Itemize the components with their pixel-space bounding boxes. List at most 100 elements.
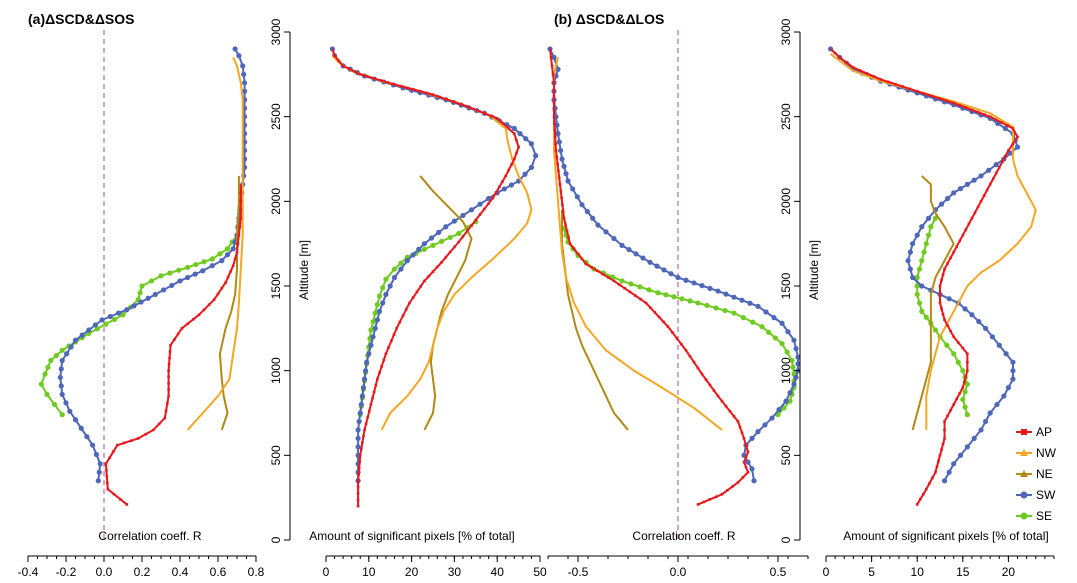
series-point-AP: [940, 279, 943, 282]
series-AP: [549, 48, 750, 506]
series-point-SW: [376, 308, 383, 314]
series-point-SW: [522, 171, 528, 177]
series-point-AP: [985, 188, 989, 192]
legend-entry-NE: NE: [1016, 467, 1053, 481]
x-axis-label: Correlation coeff. R: [98, 529, 201, 543]
series-point-AP: [568, 242, 572, 245]
series-point-AP: [378, 371, 381, 375]
x-tick-label: 0: [323, 565, 330, 579]
series-point-AP: [982, 113, 986, 116]
series-point-SW: [443, 224, 449, 230]
series-point-AP: [364, 422, 368, 425]
series-point-AP: [358, 454, 362, 457]
series-point-SW: [410, 252, 416, 258]
series-point-AP: [740, 431, 744, 435]
series-point-SE: [201, 259, 207, 265]
series-point-SE: [193, 261, 199, 268]
series-point-AP: [1001, 160, 1004, 164]
series-point-SW: [749, 435, 755, 441]
series-point-AP: [958, 239, 962, 243]
series-point-AP: [356, 485, 360, 489]
series-point-SW: [983, 325, 989, 331]
series-point-AP: [418, 89, 422, 93]
series-point-SW: [95, 478, 101, 484]
series-point-SE: [45, 364, 51, 370]
series-point-SW: [926, 215, 932, 221]
series-point-SE: [421, 246, 428, 252]
series-NW: [186, 56, 244, 431]
series-point-AP: [943, 267, 946, 271]
series-point-SW: [755, 429, 761, 435]
series-point-AP: [1000, 121, 1003, 124]
series-point-AP: [112, 492, 116, 496]
series-point-SE: [679, 296, 685, 302]
series-point-AP: [1007, 149, 1010, 152]
series-point-SW: [755, 303, 761, 309]
series-point-AP: [239, 216, 243, 220]
series-point-SW: [971, 435, 977, 441]
series-point-SW: [551, 54, 557, 61]
series-point-AP: [639, 297, 642, 301]
x-tick-label: -0.4: [18, 565, 39, 579]
panels-layer: (a)ΔSCD&ΔSOS -0.4 -0.2 0.0 0.2 0.4 0.6 0.8 Corre…: [18, 11, 1055, 579]
series-point-AP: [419, 285, 422, 288]
series-point-SW: [528, 164, 535, 171]
series-point-AP: [431, 270, 435, 273]
series-point-SE: [447, 234, 453, 241]
series-point-SW: [579, 202, 585, 208]
series-point-SW: [978, 427, 984, 433]
series-point-AP: [937, 459, 940, 463]
series-point-AP: [923, 92, 926, 95]
series-point-AP: [952, 403, 955, 406]
series-point-AP: [934, 470, 937, 474]
series-point-AP: [562, 216, 566, 220]
series-point-AP: [356, 492, 360, 495]
series-point-AP: [935, 465, 939, 468]
y-tick-label: 2000: [779, 188, 793, 215]
series-point-SE: [111, 316, 118, 323]
series-point-AP: [634, 294, 637, 297]
series-point-AP: [554, 142, 557, 146]
series-point-AP: [408, 301, 411, 305]
legend: AP NW NE SW SE: [1016, 425, 1057, 523]
series-point-AP: [164, 409, 168, 413]
series-point-AP: [216, 292, 220, 296]
series-point-AP: [970, 108, 974, 112]
series-point-AP: [116, 443, 119, 447]
y-tick-label: 1500: [269, 272, 283, 299]
series-point-AP: [470, 224, 473, 227]
series-point-AP: [431, 93, 435, 96]
series-point-AP: [692, 360, 696, 364]
series-point-SW: [59, 357, 65, 364]
series-point-AP: [949, 408, 952, 412]
series-point-AP: [125, 503, 129, 506]
series-point-AP: [576, 252, 580, 256]
series-point-AP: [235, 250, 239, 254]
series-point-SE: [383, 276, 389, 282]
series-point-AP: [961, 386, 965, 389]
series-point-AP: [872, 75, 876, 78]
series-point-SW: [996, 342, 1002, 348]
series-point-SW: [78, 425, 84, 431]
series-point-AP: [666, 325, 670, 328]
series-point-SE: [964, 412, 970, 418]
series-point-AP: [714, 495, 718, 499]
series-point-AP: [491, 196, 495, 200]
series-point-SE: [722, 307, 728, 314]
series-point-SW: [907, 266, 913, 272]
series-point-SE: [52, 401, 58, 408]
series-point-SW: [556, 139, 562, 145]
series-point-AP: [704, 378, 708, 381]
y-tick-label: 2000: [269, 188, 283, 215]
x-tick-label: 0.0: [670, 565, 687, 579]
series-point-AP: [237, 233, 241, 237]
series-point-SE: [914, 283, 920, 289]
series-point-SW: [905, 258, 911, 264]
series-point-SW: [555, 131, 561, 137]
series-point-SE: [962, 404, 968, 410]
series-point-SE: [687, 298, 693, 304]
series-point-AP: [105, 475, 109, 478]
series-point-AP: [452, 100, 455, 104]
series-point-AP: [423, 279, 426, 283]
series-point-AP: [404, 307, 408, 311]
